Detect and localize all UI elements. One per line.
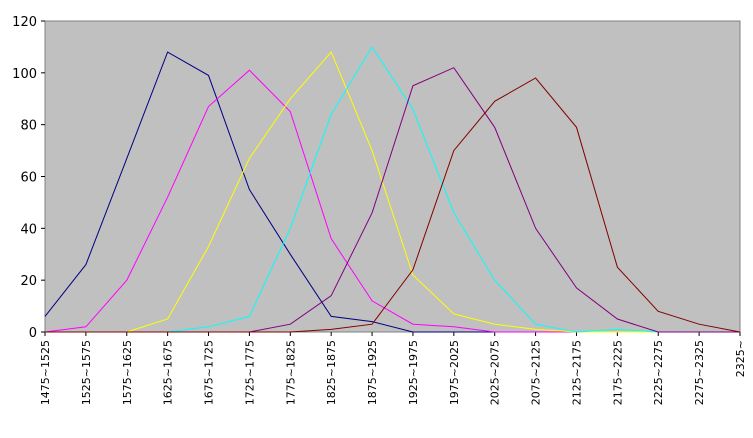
x-axis: 1475~1525 1525~1575 1575~1625 1625~1675 1675… <box>39 332 747 405</box>
x-tick-label: 1925~1975 <box>407 340 420 405</box>
x-tick-label: 2025~2075 <box>489 340 502 405</box>
x-tick-label: 1625~1675 <box>162 340 175 405</box>
y-tick-label: 60 <box>20 171 37 186</box>
x-tick-label: 1725~1775 <box>243 340 256 405</box>
y-tick-label: 40 <box>20 222 37 237</box>
x-tick-label: 1825~1875 <box>325 340 338 405</box>
x-tick-label: 1875~1925 <box>366 340 379 405</box>
x-tick-label: 2275~2325 <box>693 340 706 405</box>
x-tick-label: 1475~1525 <box>39 340 52 405</box>
plot-area <box>44 20 741 333</box>
x-tick-label: 1525~1575 <box>80 340 93 405</box>
y-tick-label: 120 <box>12 15 37 30</box>
x-tick-label: 1775~1825 <box>284 340 297 405</box>
y-tick-label: 0 <box>29 326 37 341</box>
x-tick-label: 1575~1625 <box>121 340 134 405</box>
y-tick-label: 100 <box>12 67 37 82</box>
series-line-6 <box>45 77 741 333</box>
x-tick-label: 2175~2225 <box>611 340 624 405</box>
x-tick-label: 1675~1725 <box>203 340 216 405</box>
series-layer <box>44 45 741 333</box>
x-tick-label: 2325~ <box>734 340 747 377</box>
y-tick-label: 80 <box>20 119 37 134</box>
x-tick-label: 2075~2125 <box>530 340 543 405</box>
series-line-3 <box>45 51 740 333</box>
y-axis: 0 20 40 60 80 100 120 <box>12 15 45 341</box>
y-tick-label: 20 <box>20 274 37 289</box>
x-tick-label: 2225~2275 <box>652 340 665 405</box>
x-tick-label: 1975~2025 <box>448 340 461 405</box>
x-tick-label: 2125~2175 <box>570 340 583 405</box>
